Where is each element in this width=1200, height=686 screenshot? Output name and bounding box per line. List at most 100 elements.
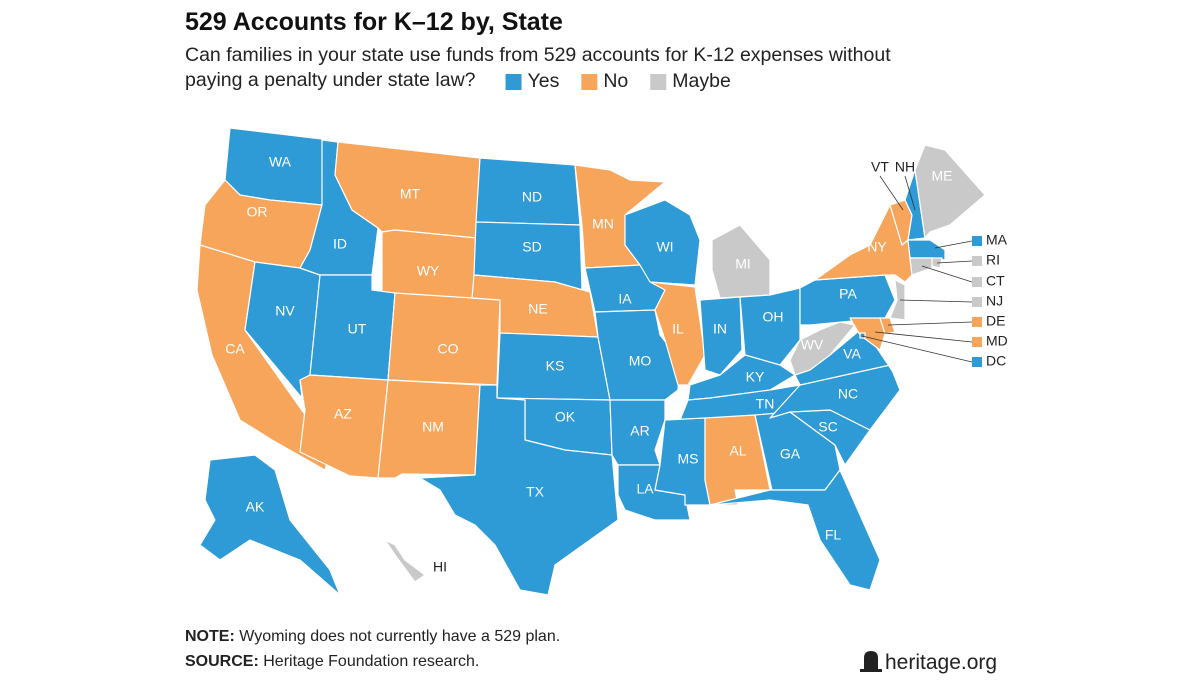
state	[199, 454, 341, 596]
callout-line	[874, 331, 973, 343]
state-label: IA	[618, 291, 632, 307]
state-label: AR	[630, 423, 649, 439]
state	[419, 384, 619, 596]
state-label: MI	[735, 256, 751, 272]
source-text: Heritage Foundation research.	[263, 653, 479, 670]
callout-line	[879, 175, 904, 211]
state-label: GA	[780, 446, 801, 462]
source: SOURCE: Heritage Foundation research.	[185, 653, 479, 670]
state-label: IN	[713, 321, 727, 337]
state-label: NY	[867, 239, 887, 255]
legend-label: No	[603, 70, 628, 92]
callout-line	[934, 240, 973, 249]
state-label: NM	[422, 419, 444, 435]
state-label: KY	[746, 369, 765, 385]
state-label: FL	[825, 527, 842, 543]
state	[624, 199, 701, 286]
callout-swatch	[972, 236, 982, 246]
state	[789, 321, 856, 376]
state-label: RI	[986, 252, 1000, 268]
state	[859, 332, 866, 339]
state-label: TN	[756, 396, 775, 412]
state-label: DC	[986, 353, 1006, 369]
state-label: TX	[526, 484, 545, 500]
legend-swatch	[505, 74, 522, 90]
states: WA OR CA NV ID MT WY UT CO AZ NM ND SD NE KS OK TX MN IA MO…	[196, 127, 1008, 596]
state-label: HI	[433, 559, 447, 575]
legend-label: Maybe	[672, 70, 731, 92]
state	[794, 329, 896, 386]
state	[594, 309, 681, 401]
state-label: OR	[247, 204, 268, 220]
legend-label: Yes	[528, 70, 560, 92]
state-label: SD	[522, 239, 541, 255]
state-label: WY	[417, 263, 440, 279]
note-text: Wyoming does not currently have a 529 pl…	[239, 628, 560, 645]
logo-icon	[860, 651, 882, 672]
title: 529 Accounts for K–12 by, State	[185, 8, 563, 36]
state	[299, 374, 389, 479]
state-label: CO	[438, 341, 459, 357]
state	[387, 292, 501, 386]
state	[904, 169, 926, 241]
state-label: MT	[400, 186, 421, 202]
state	[709, 469, 881, 591]
callout-line	[936, 260, 973, 264]
state-label: AZ	[334, 406, 352, 422]
state	[889, 279, 906, 321]
logo: heritage.org	[885, 651, 997, 674]
state-label: VT	[871, 159, 889, 175]
state-label: MS	[678, 451, 699, 467]
state	[699, 296, 743, 376]
state-label: DE	[986, 313, 1005, 329]
state-label: NC	[838, 386, 858, 402]
state-label: MD	[986, 333, 1008, 349]
state-label: MO	[629, 353, 652, 369]
state-label: NE	[528, 301, 547, 317]
state-label: ID	[333, 236, 347, 252]
callout-line	[899, 299, 973, 303]
callout-line	[904, 175, 916, 211]
state-label: MA	[986, 232, 1008, 248]
state	[384, 539, 426, 583]
callout-swatch	[972, 337, 982, 347]
state	[909, 257, 933, 276]
callout-swatch	[972, 317, 982, 327]
state-label: PA	[839, 286, 857, 302]
legend-swatch	[581, 74, 598, 90]
state-label: NJ	[986, 293, 1003, 309]
state-label: AK	[246, 499, 265, 515]
state-label: KS	[546, 358, 565, 374]
subtitle: paying a penalty under state law?	[185, 69, 476, 91]
state-label: UT	[348, 321, 367, 337]
state	[609, 399, 666, 466]
state-label: OH	[763, 309, 784, 325]
state-label: LA	[636, 481, 654, 497]
state-label: WI	[656, 239, 673, 255]
state	[907, 239, 946, 261]
state-label: WA	[269, 154, 292, 170]
state	[739, 287, 801, 366]
state-label: WV	[801, 337, 824, 353]
note: NOTE: Wyoming does not currently have a …	[185, 628, 560, 645]
state-label: SC	[818, 419, 837, 435]
callout-line	[861, 335, 973, 363]
callout-swatch	[972, 277, 982, 287]
note-label: NOTE:	[185, 628, 235, 645]
state-label: ME	[932, 168, 953, 184]
state-label: ND	[522, 189, 542, 205]
state-label: AL	[729, 443, 746, 459]
legend: Yes No Maybe	[505, 70, 731, 92]
state	[914, 144, 986, 239]
callout-swatch	[972, 357, 982, 367]
state-label: MN	[592, 216, 614, 232]
source-label: SOURCE:	[185, 653, 259, 670]
state	[849, 317, 886, 351]
state-label: NV	[275, 303, 295, 319]
callout-line	[887, 321, 973, 326]
subtitle: Can families in your state use funds fro…	[185, 44, 891, 66]
state	[649, 281, 706, 386]
state-label: NH	[895, 159, 915, 175]
callout-swatch	[972, 297, 982, 307]
